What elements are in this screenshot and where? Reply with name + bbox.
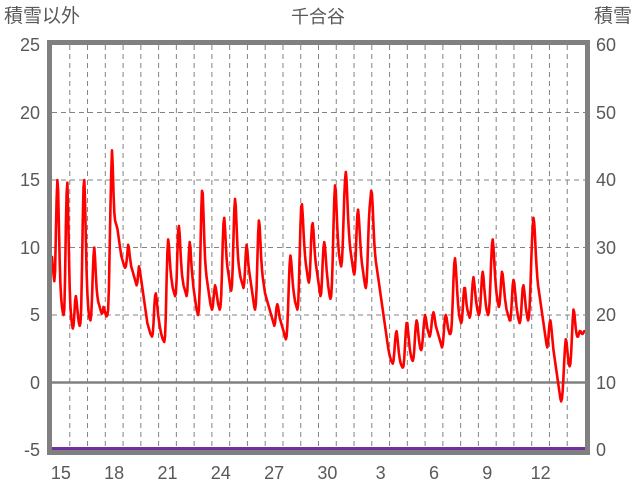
temperature-series-line [52,149,585,403]
right-axis-tick-label: 30 [596,237,617,258]
left-axis-tick-label: 5 [29,305,40,325]
x-axis-tick-label: 15 [50,463,71,483]
right-axis-tick-label: 20 [596,305,617,325]
x-axis-tick-label: 12 [530,463,551,483]
right-axis-tick-label: 0 [596,440,607,460]
left-axis-title: 積雪以外 [4,6,81,27]
x-axis-tick-label: 21 [157,463,178,483]
right-axis-tick-label: 50 [596,102,617,123]
left-axis-tick-label: 0 [29,372,40,393]
plot-area [52,45,585,450]
right-axis-tick-label: 40 [596,170,617,190]
left-axis-tick-label: 20 [19,102,40,123]
right-axis-tick-label: 10 [596,372,617,393]
horizontal-gridlines [52,112,585,384]
chart-canvas [52,45,585,450]
x-axis-tick-label: 27 [264,463,285,483]
left-axis-tick-label: 15 [19,170,40,190]
left-axis-tick-label: 10 [19,237,40,258]
x-axis-tick-label: 6 [428,463,439,483]
x-axis-tick-label: 24 [210,463,231,483]
right-axis-title: 積雪 [593,6,632,27]
left-axis-tick-label: -5 [23,440,40,460]
right-axis-tick-label: 60 [596,35,617,55]
page-title: 千合谷 [291,7,345,27]
x-axis-tick-label: 18 [104,463,125,483]
x-axis-tick-label: 3 [375,463,386,483]
x-axis-tick-label: 9 [482,463,493,483]
x-axis-tick-label: 30 [317,463,338,483]
left-axis-tick-label: 25 [19,35,40,55]
